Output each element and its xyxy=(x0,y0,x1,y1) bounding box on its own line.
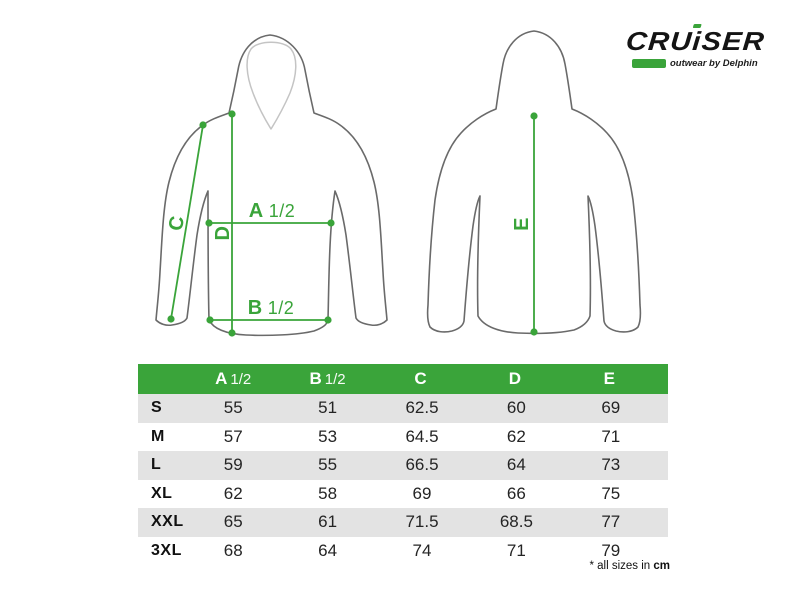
size-label: 3XL xyxy=(151,541,182,559)
brand-logo: CRU iSER outwear by Delphin xyxy=(625,24,786,69)
table-row: 3XL 68 64 74 71 79 xyxy=(138,537,668,566)
hoodie-front-outline xyxy=(155,34,388,337)
cell-value: 79 xyxy=(601,540,621,560)
cell-value: 61 xyxy=(318,512,338,532)
brand-text-pre: CRU xyxy=(624,26,694,56)
size-label: XL xyxy=(151,484,173,502)
cell-value: 51 xyxy=(318,398,338,418)
label-E: E xyxy=(511,217,533,231)
cell-value: 71.5 xyxy=(405,512,439,532)
cell-value: 68 xyxy=(223,540,243,560)
cell-value: 64 xyxy=(318,540,338,560)
label-D: D xyxy=(212,226,234,241)
table-header-row: A 1/2 B 1/2 C D E xyxy=(138,364,668,394)
measure-line-E xyxy=(530,112,538,336)
size-label: XXL xyxy=(151,513,184,531)
label-B-half: B 1/2 xyxy=(248,297,294,319)
cell-value: 57 xyxy=(223,426,243,446)
cell-value: 64 xyxy=(506,455,526,475)
cell-value: 74 xyxy=(412,540,432,560)
size-table: A 1/2 B 1/2 C D E S 55 51 62.5 60 69 M 57 … xyxy=(138,364,668,565)
header-col-B: B 1/2 xyxy=(309,369,346,388)
logo-subline: outwear by Delphin xyxy=(632,58,786,69)
header-col-E: E xyxy=(603,369,615,388)
header-col-D: D xyxy=(508,369,522,388)
footnote: * all sizes in cm xyxy=(589,560,670,572)
cell-value: 59 xyxy=(223,455,243,475)
header-col-A: A 1/2 xyxy=(215,369,252,388)
header-col-C: C xyxy=(414,369,427,388)
cell-value: 71 xyxy=(506,540,526,560)
hoodie-front-hood-opening xyxy=(246,41,297,130)
footnote-unit: cm xyxy=(653,560,670,572)
brand-text-post: SER xyxy=(700,26,767,56)
table-row: M 57 53 64.5 62 71 xyxy=(138,423,668,452)
cell-value: 69 xyxy=(601,398,621,418)
cell-value: 60 xyxy=(506,398,526,418)
label-C: C xyxy=(165,214,189,233)
cell-value: 62.5 xyxy=(405,398,439,418)
cell-value: 62 xyxy=(223,483,243,503)
size-label: S xyxy=(151,399,163,417)
cell-value: 77 xyxy=(601,512,621,532)
size-label: M xyxy=(151,427,165,445)
footnote-text: * all sizes in xyxy=(589,560,654,572)
cell-value: 71 xyxy=(601,426,621,446)
cell-value: 53 xyxy=(318,426,338,446)
cell-value: 55 xyxy=(223,398,243,418)
cell-value: 75 xyxy=(601,483,621,503)
measure-line-A xyxy=(205,219,335,227)
table-row: L 59 55 66.5 64 73 xyxy=(138,451,668,480)
measure-line-C xyxy=(167,121,207,323)
hoodie-measurement-diagram: A 1/2 B 1/2 C D E xyxy=(155,30,642,337)
size-label: L xyxy=(151,456,162,474)
brand-wordmark: CRU iSER xyxy=(624,24,800,57)
cell-value: 73 xyxy=(601,455,621,475)
cell-value: 66.5 xyxy=(405,455,439,475)
cell-value: 66 xyxy=(506,483,526,503)
label-A-half: A 1/2 xyxy=(249,200,295,222)
brand-tagline: outwear by Delphin xyxy=(670,58,758,69)
cell-value: 58 xyxy=(318,483,338,503)
table-row: XL 62 58 69 66 75 xyxy=(138,480,668,509)
cell-value: 62 xyxy=(506,426,526,446)
green-badge-icon xyxy=(632,59,666,68)
cell-value: 68.5 xyxy=(499,512,533,532)
cell-value: 69 xyxy=(412,483,432,503)
table-row: XXL 65 61 71.5 68.5 77 xyxy=(138,508,668,537)
cell-value: 64.5 xyxy=(405,426,439,446)
measure-line-B xyxy=(206,316,332,324)
table-row: S 55 51 62.5 60 69 xyxy=(138,394,668,423)
cell-value: 65 xyxy=(223,512,243,532)
cell-value: 55 xyxy=(318,455,338,475)
